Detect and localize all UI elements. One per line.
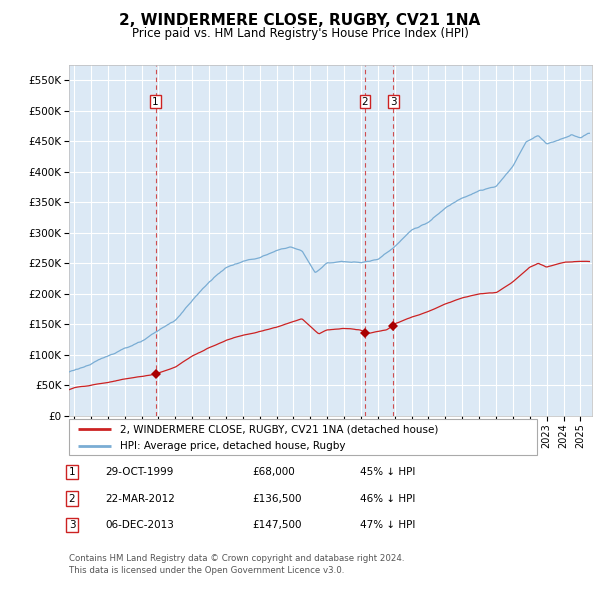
FancyBboxPatch shape — [69, 419, 537, 455]
Text: 47% ↓ HPI: 47% ↓ HPI — [360, 520, 415, 530]
Text: 2, WINDERMERE CLOSE, RUGBY, CV21 1NA: 2, WINDERMERE CLOSE, RUGBY, CV21 1NA — [119, 13, 481, 28]
Text: This data is licensed under the Open Government Licence v3.0.: This data is licensed under the Open Gov… — [69, 566, 344, 575]
Text: £68,000: £68,000 — [252, 467, 295, 477]
Text: 45% ↓ HPI: 45% ↓ HPI — [360, 467, 415, 477]
Text: Contains HM Land Registry data © Crown copyright and database right 2024.: Contains HM Land Registry data © Crown c… — [69, 555, 404, 563]
Text: 46% ↓ HPI: 46% ↓ HPI — [360, 494, 415, 503]
Text: £136,500: £136,500 — [252, 494, 302, 503]
Text: Price paid vs. HM Land Registry's House Price Index (HPI): Price paid vs. HM Land Registry's House … — [131, 27, 469, 40]
Text: 3: 3 — [390, 97, 397, 107]
Text: 29-OCT-1999: 29-OCT-1999 — [105, 467, 173, 477]
Text: 1: 1 — [152, 97, 159, 107]
Text: 2: 2 — [68, 494, 76, 503]
Text: 22-MAR-2012: 22-MAR-2012 — [105, 494, 175, 503]
Text: 1: 1 — [68, 467, 76, 477]
Text: HPI: Average price, detached house, Rugby: HPI: Average price, detached house, Rugb… — [121, 441, 346, 451]
Text: 3: 3 — [68, 520, 76, 530]
Text: 2, WINDERMERE CLOSE, RUGBY, CV21 1NA (detached house): 2, WINDERMERE CLOSE, RUGBY, CV21 1NA (de… — [121, 424, 439, 434]
Text: 2: 2 — [362, 97, 368, 107]
Text: 06-DEC-2013: 06-DEC-2013 — [105, 520, 174, 530]
Text: £147,500: £147,500 — [252, 520, 302, 530]
